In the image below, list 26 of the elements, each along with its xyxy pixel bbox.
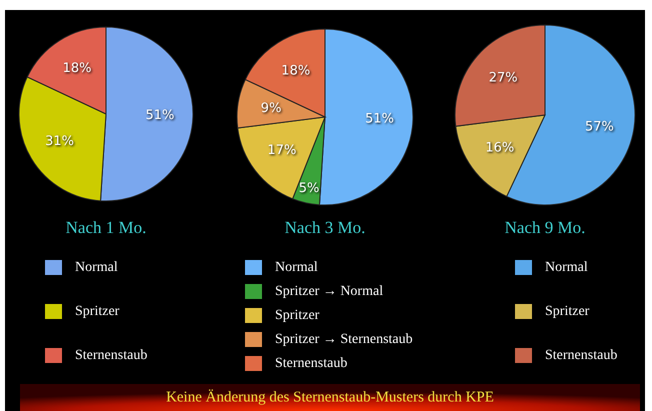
data-label: 27% bbox=[488, 70, 518, 86]
legend-label: Normal bbox=[75, 260, 118, 276]
data-label: 18% bbox=[62, 61, 92, 76]
data-label: 5% bbox=[298, 180, 320, 196]
data-label: 51% bbox=[365, 111, 394, 126]
legend-label: Sternenstaub bbox=[545, 348, 618, 364]
legend-label: Spritzer → Sternenstaub bbox=[275, 332, 413, 348]
legend-label: Spritzer → Normal bbox=[275, 284, 384, 300]
data-label: 18% bbox=[281, 63, 310, 78]
legend-label: Sternenstaub bbox=[75, 348, 148, 364]
data-label: 31% bbox=[45, 134, 74, 150]
legend-label: Normal bbox=[275, 260, 318, 276]
legend-label: Spritzer bbox=[75, 304, 120, 320]
text: Nach 1 Mo. bbox=[66, 218, 146, 237]
data-label: 9% bbox=[260, 101, 282, 116]
data-label: 57% bbox=[585, 120, 614, 135]
legend-label: Spritzer bbox=[545, 304, 590, 320]
legend-label: Spritzer bbox=[275, 308, 320, 324]
data-label: 17% bbox=[267, 142, 296, 158]
text: Keine Änderung des Sternenstaub-Musters durch KPE bbox=[166, 388, 494, 406]
legend-label: Sternenstaub bbox=[275, 356, 348, 372]
text: Nach 9 Mo. bbox=[504, 218, 586, 237]
text: Nach 3 Mo. bbox=[284, 218, 366, 237]
data-label: 16% bbox=[485, 140, 514, 156]
legend-label: Normal bbox=[545, 260, 588, 276]
data-label: 51% bbox=[145, 108, 174, 124]
